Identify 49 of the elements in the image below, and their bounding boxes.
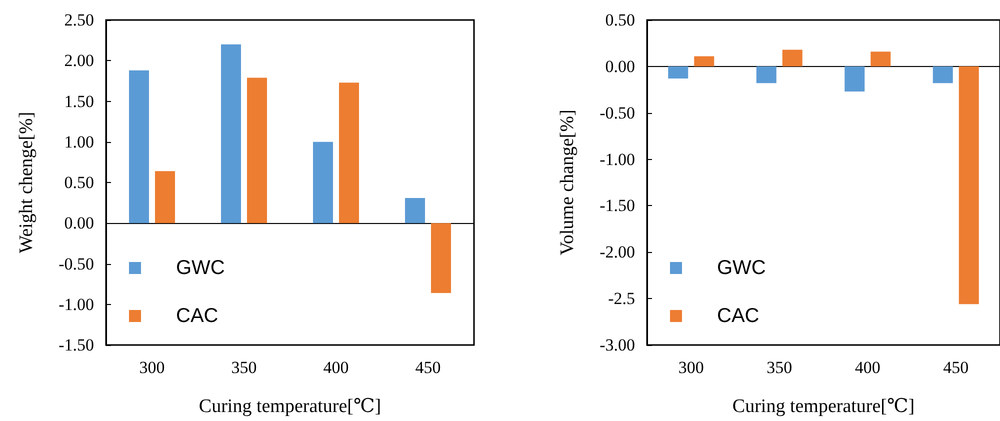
legend-label: GWC [717,257,766,279]
y-tick-label: -1.50 [600,196,635,216]
y-tick-label: -3.00 [600,336,635,354]
bar [221,44,241,224]
bar [844,66,865,92]
x-tick-label: 450 [415,358,441,377]
y-tick-label: -1.50 [58,336,94,354]
y-tick-label: -1.00 [58,294,94,314]
y-tick-label: -0.50 [600,103,635,122]
y-tick-label: 0.00 [64,214,94,233]
legend-label: GWC [176,257,225,279]
bar [756,66,776,84]
y-axis-title: Weight chenge[%] [16,112,37,254]
y-tick-label: 1.50 [64,92,94,111]
bar [339,82,359,224]
bar [932,66,953,84]
x-tick-label: 300 [678,358,704,377]
bar [958,66,979,304]
x-tick-label: 300 [139,358,165,377]
y-tick-label: 0.00 [605,56,635,76]
bar [668,66,688,78]
y-tick-label: 0.50 [64,173,94,192]
legend-label: CAC [717,305,760,327]
y-tick-label: 2.00 [64,51,94,70]
bar [313,142,333,224]
x-tick-label: 350 [231,358,257,377]
legend-label: CAC [176,305,218,327]
y-tick-label: 2.50 [64,10,94,30]
x-tick-label: 450 [943,358,969,377]
y-tick-label: -0.50 [58,254,94,274]
x-tick-label: 400 [854,358,880,377]
y-axis-title: Volume change[%] [557,110,578,256]
bar [870,52,891,66]
bar [782,50,802,66]
x-axis-title: Curing temperature[℃] [198,396,382,417]
bar [247,78,267,224]
x-axis-title: Curing temperature[℃] [732,396,915,417]
y-tick-label: 0.50 [605,10,635,30]
x-tick-label: 400 [323,358,349,377]
bar [155,171,175,224]
bar [694,56,714,66]
y-tick-label: 1.00 [64,132,94,152]
y-tick-label: -1.00 [600,150,635,169]
x-tick-label: 350 [766,358,792,377]
bar [405,198,425,224]
y-tick-label: -2.00 [600,242,635,262]
y-tick-label: -2.5 [608,289,635,308]
bar [431,223,451,293]
bar [129,70,149,224]
